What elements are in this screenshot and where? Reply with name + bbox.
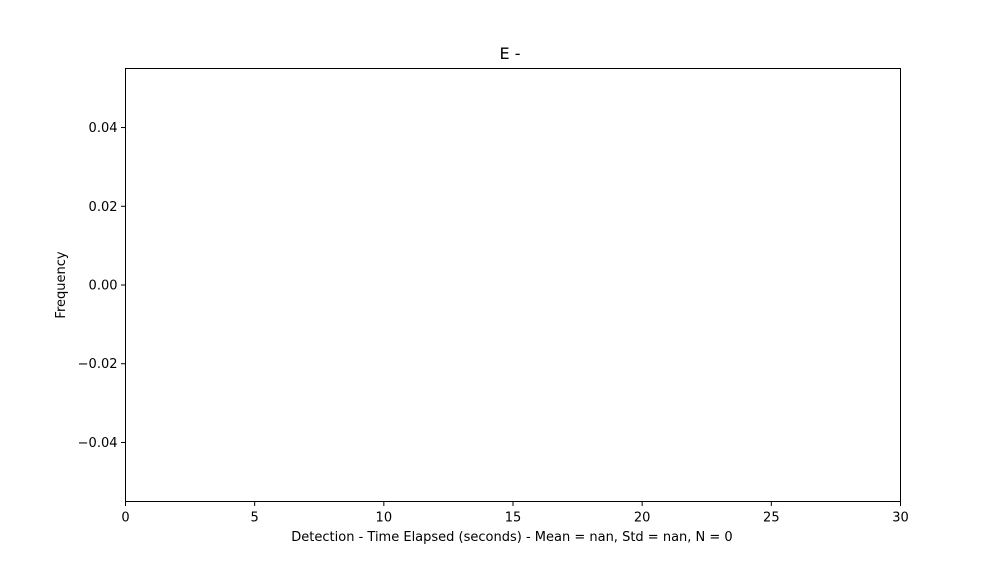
- y-tick-label: 0.04: [89, 121, 118, 136]
- y-tick-label: −0.04: [78, 436, 118, 451]
- y-tick-label: 0.02: [89, 200, 118, 215]
- x-tick-label: 0: [121, 511, 129, 526]
- x-tick-label: 20: [634, 511, 651, 526]
- y-axis-label: Frequency: [54, 251, 69, 318]
- y-axis-ticks: 0.04 0.02 0.00 −0.02 −0.04: [78, 121, 126, 451]
- x-tick-label: 5: [251, 511, 259, 526]
- y-tick-label: 0.00: [89, 279, 118, 294]
- x-tick-label: 25: [763, 511, 780, 526]
- chart-title: E -: [500, 44, 521, 63]
- x-tick-label: 10: [376, 511, 393, 526]
- x-tick-label: 15: [505, 511, 522, 526]
- x-axis-label: Detection - Time Elapsed (seconds) - Mea…: [291, 530, 732, 545]
- y-tick-label: −0.02: [78, 357, 118, 372]
- x-tick-label: 30: [892, 511, 909, 526]
- x-axis-ticks: 0 5 10 15 20 25 30: [121, 501, 909, 526]
